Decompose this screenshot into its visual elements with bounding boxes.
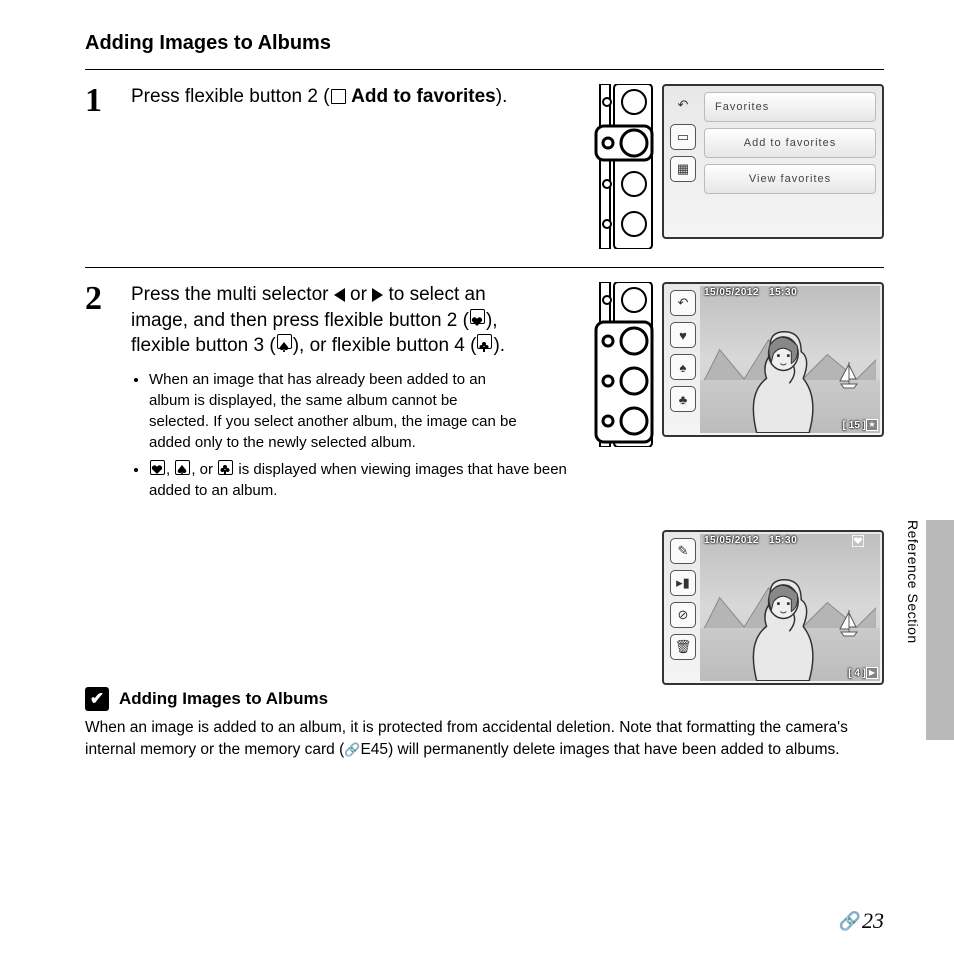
step-2-bullets: When an image that has already been adde… xyxy=(131,369,578,501)
club-icon xyxy=(477,334,492,349)
menu-item-add: Add to favorites xyxy=(704,128,876,158)
text: ) will permanently delete images that ha… xyxy=(388,741,840,758)
text: , or xyxy=(191,461,217,478)
note-text: When an image is added to an album, it i… xyxy=(85,717,884,762)
step-1-figure: ↶ ▭ ▦ Favorites Add to favorites View fa… xyxy=(594,84,884,249)
bullet-2: , , or is displayed when viewing images … xyxy=(149,459,578,501)
divider xyxy=(85,69,884,70)
spade-icon xyxy=(277,334,292,349)
left-arrow-icon xyxy=(334,288,345,302)
side-label: Reference Section xyxy=(905,520,921,644)
text: ). xyxy=(496,86,508,107)
heart-icon: ♥ xyxy=(670,322,696,348)
date-label: 15/05/2012 xyxy=(704,287,759,298)
text: or xyxy=(345,284,372,305)
counter-label: [ 15 ] xyxy=(843,420,866,431)
divider xyxy=(85,267,884,268)
spade-icon xyxy=(175,460,190,475)
edit-icon: ✎ xyxy=(670,538,696,564)
screen-image-select: ↶ ♥ ♠ ♣ 15/05/2012 15:30 [ 15 ] ★ xyxy=(662,282,884,437)
back-icon: ↶ xyxy=(670,92,696,118)
screen-playback: ✎ ▸▮ ⊘ 🗑 15/05/2012 15:30 [ 4 ] ▶ xyxy=(662,530,884,685)
page-number: 🔗23 xyxy=(839,908,884,934)
text: Press flexible button 2 ( xyxy=(131,86,330,107)
step-2: 2 Press the multi selector or to select … xyxy=(85,282,884,507)
slideshow-icon: ▸▮ xyxy=(670,570,696,596)
heart-badge-icon xyxy=(852,535,864,547)
menu-header: Favorites xyxy=(704,92,876,122)
play-icon: ▶ xyxy=(866,667,878,679)
note-title: Adding Images to Albums xyxy=(119,689,328,709)
screen-favorites: ↶ ▭ ▦ Favorites Add to favorites View fa… xyxy=(662,84,884,239)
step-number: 2 xyxy=(85,282,115,507)
star-icon: ★ xyxy=(866,419,878,431)
trash-icon: 🗑 xyxy=(670,634,696,660)
text: ), or flexible button 4 ( xyxy=(293,335,477,356)
back-icon: ↶ xyxy=(670,290,696,316)
camera-buttons-icon xyxy=(594,282,654,447)
grid-icon: ▦ xyxy=(670,156,696,182)
note-section: ✔ Adding Images to Albums When an image … xyxy=(85,687,884,762)
time-label: 15:30 xyxy=(769,535,797,546)
text: ). xyxy=(493,335,505,356)
text: Press the multi selector xyxy=(131,284,334,305)
club-icon: ♣ xyxy=(670,386,696,412)
step-1: 1 Press flexible button 2 ( Add to favor… xyxy=(85,84,884,249)
step-number: 1 xyxy=(85,84,115,249)
heart-icon xyxy=(470,309,485,324)
page-number-value: 23 xyxy=(862,908,884,934)
step-2-text: Press the multi selector or to select an… xyxy=(131,282,531,359)
heart-icon xyxy=(150,460,165,475)
date-label: 15/05/2012 xyxy=(704,535,759,546)
reference-number: E45 xyxy=(360,741,388,758)
book-icon xyxy=(331,89,346,104)
book-icon: ▭ xyxy=(670,124,696,150)
step-2-figure-b: ✎ ▸▮ ⊘ 🗑 15/05/2012 15:30 [ 4 ] ▶ xyxy=(662,530,884,685)
spade-icon: ♠ xyxy=(670,354,696,380)
camera-buttons-icon xyxy=(594,84,654,249)
reference-icon: 🔗 xyxy=(344,742,360,757)
side-tab xyxy=(926,520,954,740)
check-icon: ✔ xyxy=(85,687,109,711)
step-1-text: Press flexible button 2 ( Add to favorit… xyxy=(131,84,531,110)
club-icon xyxy=(218,460,233,475)
text: , xyxy=(166,461,174,478)
right-arrow-icon xyxy=(372,288,383,302)
section-glyph-icon: 🔗 xyxy=(839,911,858,932)
time-label: 15:30 xyxy=(769,287,797,298)
bullet-1: When an image that has already been adde… xyxy=(149,369,519,453)
step-2-figure: ↶ ♥ ♠ ♣ 15/05/2012 15:30 [ 15 ] ★ xyxy=(594,282,884,507)
counter-label: [ 4 ] xyxy=(848,668,866,679)
page-title: Adding Images to Albums xyxy=(85,32,884,55)
link-icon: ⊘ xyxy=(670,602,696,628)
menu-item-view: View favorites xyxy=(704,164,876,194)
text-bold: Add to favorites xyxy=(347,86,496,107)
